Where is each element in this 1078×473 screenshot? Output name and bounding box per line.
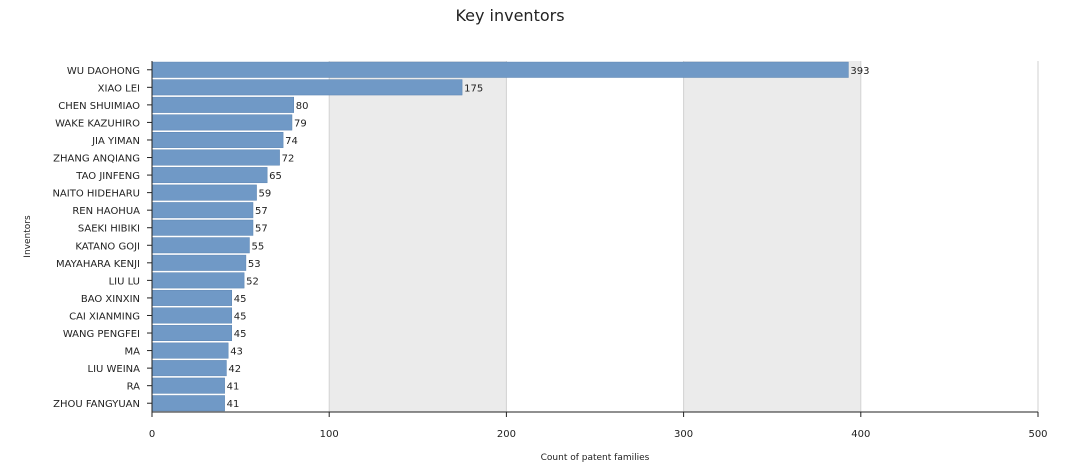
bar[interactable] bbox=[152, 115, 292, 130]
y-tick-label: WAKE KAZUHIRO bbox=[55, 118, 140, 129]
data-label: 45 bbox=[234, 311, 247, 322]
bar[interactable] bbox=[152, 325, 232, 340]
x-tick-label: 200 bbox=[497, 429, 516, 440]
data-label: 42 bbox=[228, 364, 241, 375]
data-label: 45 bbox=[234, 329, 247, 340]
x-tick-label: 400 bbox=[851, 429, 870, 440]
x-axis-tick-labels: 0 100 200 300 400 500 bbox=[149, 412, 1048, 440]
y-tick-label: LIU WEINA bbox=[88, 364, 141, 375]
background-band bbox=[329, 61, 506, 412]
bar[interactable] bbox=[152, 150, 280, 165]
bar[interactable] bbox=[152, 273, 244, 288]
bar[interactable] bbox=[152, 238, 249, 253]
bar[interactable] bbox=[152, 132, 283, 147]
y-tick-label: XIAO LEI bbox=[98, 83, 140, 94]
bar[interactable] bbox=[152, 378, 225, 393]
data-label: 57 bbox=[255, 224, 268, 235]
data-label: 43 bbox=[230, 347, 243, 358]
data-label: 57 bbox=[255, 206, 268, 217]
bar[interactable] bbox=[152, 167, 267, 182]
y-tick-label: RA bbox=[127, 382, 141, 393]
y-tick-label: NAITO HIDEHARU bbox=[52, 189, 140, 200]
bar[interactable] bbox=[152, 97, 294, 112]
bar[interactable] bbox=[152, 220, 253, 235]
bar[interactable] bbox=[152, 62, 848, 77]
y-tick-label: CAI XIANMING bbox=[69, 311, 140, 322]
y-tick-label: KATANO GOJI bbox=[75, 241, 140, 252]
x-axis-label: Count of patent families bbox=[541, 453, 650, 463]
bar[interactable] bbox=[152, 290, 232, 305]
data-label: 41 bbox=[227, 382, 240, 393]
data-label: 59 bbox=[259, 189, 272, 200]
data-label: 72 bbox=[282, 154, 295, 165]
y-tick-label: JIA YIMAN bbox=[91, 136, 140, 147]
data-label: 41 bbox=[227, 399, 240, 410]
data-label: 53 bbox=[248, 259, 261, 270]
y-tick-label: CHEN SHUIMIAO bbox=[58, 101, 140, 112]
bar[interactable] bbox=[152, 360, 226, 375]
data-label: 175 bbox=[464, 83, 483, 94]
y-tick-label: ZHOU FANGYUAN bbox=[53, 399, 140, 410]
x-tick-label: 300 bbox=[674, 429, 693, 440]
x-tick-label: 0 bbox=[149, 429, 155, 440]
data-label: 55 bbox=[251, 241, 264, 252]
y-tick-label: WANG PENGFEI bbox=[63, 329, 140, 340]
data-label: 52 bbox=[246, 276, 259, 287]
bar[interactable] bbox=[152, 185, 257, 200]
x-tick-label: 500 bbox=[1028, 429, 1047, 440]
bar[interactable] bbox=[152, 308, 232, 323]
data-label: 74 bbox=[285, 136, 298, 147]
bar[interactable] bbox=[152, 343, 228, 358]
y-tick-label: SAEKI HIBIKI bbox=[78, 224, 140, 235]
bar[interactable] bbox=[152, 396, 225, 411]
y-axis-label: Inventors bbox=[23, 215, 33, 258]
y-tick-label: MAYAHARA KENJI bbox=[56, 259, 140, 270]
y-tick-label: REN HAOHUA bbox=[72, 206, 140, 217]
data-label: 45 bbox=[234, 294, 247, 305]
background-bands bbox=[329, 61, 861, 412]
bar[interactable] bbox=[152, 255, 246, 270]
bar[interactable] bbox=[152, 202, 253, 217]
y-tick-label: TAO JINFENG bbox=[75, 171, 140, 182]
x-tick-label: 100 bbox=[320, 429, 339, 440]
y-tick-label: LIU LU bbox=[109, 276, 140, 287]
y-axis-tick-labels: WU DAOHONG XIAO LEI CHEN SHUIMIAO WAKE KAZU… bbox=[52, 66, 152, 410]
y-tick-label: ZHANG ANQIANG bbox=[53, 154, 140, 165]
data-label: 79 bbox=[294, 118, 307, 129]
data-label: 80 bbox=[296, 101, 309, 112]
y-tick-label: BAO XINXIN bbox=[81, 294, 140, 305]
bar[interactable] bbox=[152, 80, 462, 95]
data-label: 65 bbox=[269, 171, 282, 182]
data-label: 393 bbox=[850, 66, 869, 77]
y-tick-label: MA bbox=[125, 347, 141, 358]
background-band bbox=[684, 61, 861, 412]
y-tick-label: WU DAOHONG bbox=[67, 66, 140, 77]
